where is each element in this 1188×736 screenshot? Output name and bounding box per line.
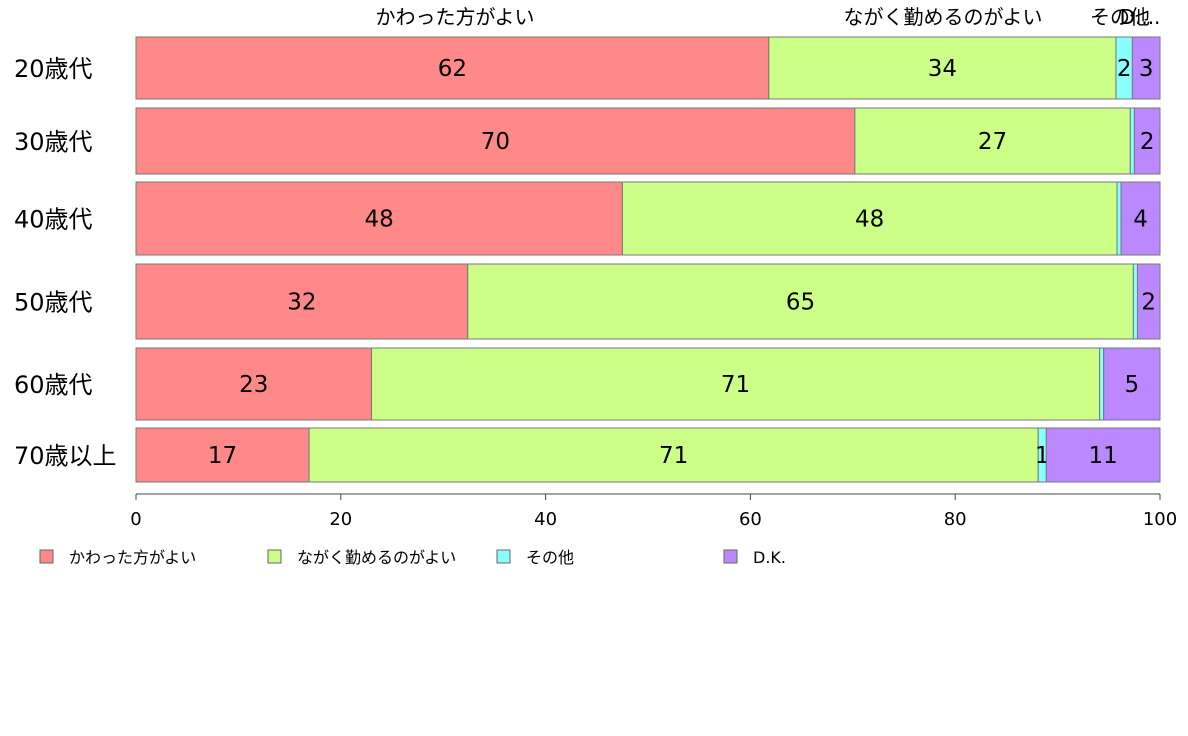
bar-segment (854, 107, 1131, 175)
bar-segment (1116, 181, 1122, 256)
data-label: 62 (438, 56, 467, 82)
x-tick-label: 100 (1143, 509, 1177, 530)
bar-segment (1045, 427, 1161, 483)
top-series-label: ながく勤めるのがよい (844, 5, 1043, 29)
data-label: 2 (1141, 290, 1156, 316)
top-series-label: その他 (1090, 5, 1150, 29)
x-tick-label: 20 (329, 509, 352, 530)
legend-swatch (723, 549, 738, 564)
top-series-label: D.... (1120, 5, 1161, 29)
bar-segment (135, 107, 856, 175)
x-axis: 0 20 40 60 80 100 (130, 493, 1177, 530)
bar-segment (1120, 181, 1161, 256)
data-label: 34 (928, 56, 957, 82)
bar-segment (1099, 347, 1105, 421)
data-label: 3 (1139, 56, 1154, 82)
bar-segment (371, 347, 1101, 421)
data-label: 71 (721, 372, 750, 398)
category-labels: 20歳代 30歳代 40歳代 50歳代 60歳代 70歳以上 (14, 55, 117, 470)
legend-swatch (496, 549, 511, 564)
category-label: 30歳代 (14, 128, 93, 156)
data-label: 5 (1125, 372, 1140, 398)
category-label: 20歳代 (14, 55, 93, 83)
legend-swatch (267, 549, 282, 564)
bar-segment (135, 181, 623, 256)
data-label: 27 (978, 129, 1007, 155)
data-label: 17 (208, 443, 237, 469)
top-series-labels: かわった方がよい ながく勤めるのがよい その他D.... (376, 5, 1161, 29)
bar-segment (1136, 263, 1161, 340)
legend-swatch (39, 549, 54, 564)
bar-segment (1132, 263, 1138, 340)
data-label: 48 (365, 207, 394, 233)
data-label: 65 (786, 290, 815, 316)
data-label: 4 (1133, 207, 1148, 233)
data-label: 11 (1089, 443, 1118, 469)
bar-segment (768, 36, 1117, 100)
top-series-label: かわった方がよい (376, 5, 535, 29)
bar-segment (1133, 107, 1161, 175)
bar-segment (621, 181, 1118, 256)
x-tick-label: 60 (739, 509, 762, 530)
data-label: 2 (1140, 129, 1155, 155)
bar-segment (135, 427, 310, 483)
legend-label: かわった方がよい (69, 548, 196, 567)
data-label: 71 (659, 443, 688, 469)
bar-segment (135, 263, 469, 340)
data-label: 70 (481, 129, 510, 155)
category-label: 40歳代 (14, 206, 93, 234)
data-label: 48 (855, 207, 884, 233)
bar-segment (308, 427, 1039, 483)
x-tick-label: 40 (534, 509, 557, 530)
x-tick-label: 80 (944, 509, 967, 530)
category-label: 50歳代 (14, 289, 93, 317)
bar-segment (135, 36, 770, 100)
bar-group: 62 34 2 370 27 248 48 432 65 223 71 517 71 1 11 (135, 36, 1161, 483)
data-label: 23 (239, 372, 268, 398)
x-tick-label: 0 (130, 509, 141, 530)
legend: かわった方がよい ながく勤めるのがよい その他 D.K. (39, 548, 786, 567)
bar-segment (467, 263, 1134, 340)
bar-segment (1129, 107, 1135, 175)
bar-segment (1103, 347, 1161, 421)
legend-label: その他 (526, 548, 574, 567)
legend-label: ながく勤めるのがよい (297, 548, 456, 567)
category-label: 60歳代 (14, 371, 93, 399)
category-label: 70歳以上 (14, 442, 117, 470)
legend-label: D.K. (753, 548, 786, 567)
bar-segment (1131, 36, 1161, 100)
data-label: 32 (287, 290, 316, 316)
data-label: 2 (1117, 56, 1132, 82)
